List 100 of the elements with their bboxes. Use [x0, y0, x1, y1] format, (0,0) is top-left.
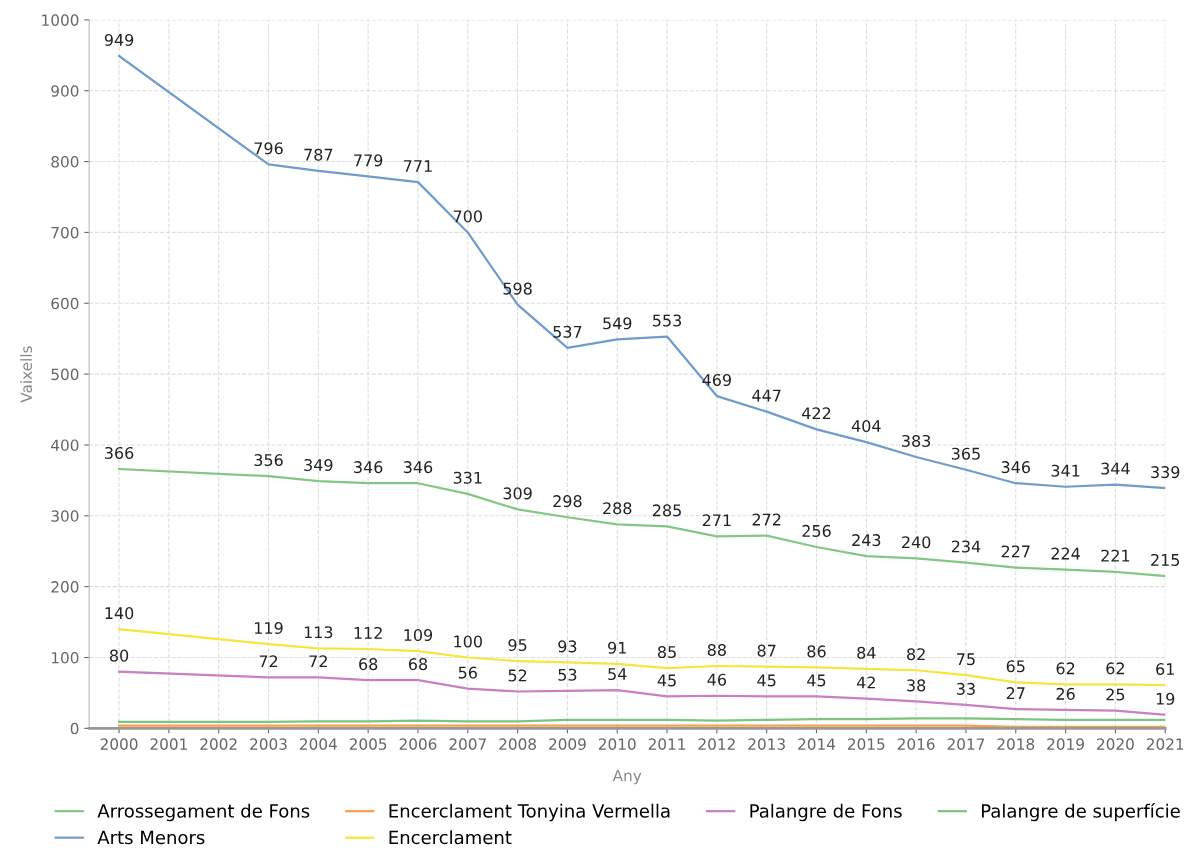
data-label: 365 — [951, 447, 980, 460]
data-label: 344 — [1101, 462, 1130, 475]
x-tick-label: 2004 — [300, 738, 337, 750]
x-tick-label: 2013 — [748, 738, 785, 750]
x-tick-label: 2020 — [1097, 738, 1134, 750]
y-tick-label: 1000 — [42, 14, 79, 26]
data-label: 271 — [702, 514, 731, 527]
data-label: 33 — [957, 682, 975, 695]
data-label: 140 — [105, 607, 134, 620]
data-label: 346 — [1001, 461, 1031, 474]
y-tick-label: 400 — [51, 439, 79, 451]
data-label: 25 — [1106, 688, 1125, 701]
x-tick-label: 2016 — [897, 738, 935, 750]
y-tick-label: 700 — [51, 226, 79, 239]
data-label: 243 — [852, 534, 881, 547]
data-label: 100 — [454, 635, 482, 648]
data-label: 45 — [757, 674, 776, 687]
data-label: 56 — [458, 666, 477, 679]
y-tick-label: 500 — [51, 368, 79, 381]
data-label: 93 — [558, 640, 577, 653]
data-label: 62 — [1056, 662, 1075, 675]
data-label: 331 — [453, 471, 482, 484]
data-label: 234 — [951, 540, 981, 553]
y-tick-label: 900 — [51, 85, 79, 97]
data-label: 61 — [1156, 663, 1174, 676]
y-tick-label: 100 — [51, 651, 79, 664]
data-label: 356 — [254, 454, 283, 467]
data-label: 84 — [857, 646, 876, 659]
data-label: 949 — [104, 33, 134, 46]
data-label: 469 — [702, 373, 731, 387]
y-tick-label: 200 — [51, 581, 79, 593]
data-label: 771 — [404, 160, 432, 172]
data-label: 796 — [254, 142, 283, 155]
x-tick-label: 2007 — [449, 738, 486, 750]
x-tick-label: 2000 — [100, 738, 138, 750]
x-tick-label: 2001 — [150, 738, 187, 750]
data-label: 366 — [105, 446, 134, 460]
data-label: 88 — [707, 643, 726, 656]
x-tick-label: 2021 — [1146, 738, 1184, 750]
data-label: 52 — [508, 669, 527, 682]
data-label: 53 — [558, 668, 577, 681]
x-tick-label: 2012 — [698, 738, 735, 750]
data-label: 75 — [957, 653, 975, 666]
y-axis-title: Vaixells — [20, 346, 33, 403]
data-label: 38 — [907, 679, 926, 692]
data-label: 272 — [752, 513, 781, 526]
x-tick-label: 2014 — [798, 738, 836, 750]
data-label: 42 — [856, 676, 875, 689]
data-label: 68 — [359, 658, 378, 671]
y-tick-label: 800 — [51, 156, 79, 168]
data-label: 383 — [902, 434, 931, 447]
y-tick-label: 0 — [70, 722, 79, 735]
data-label: 224 — [1051, 547, 1080, 560]
data-label: 65 — [1006, 660, 1025, 673]
data-label: 19 — [1156, 692, 1175, 705]
data-label: 339 — [1151, 466, 1180, 479]
legend-label: Encerclament Tonyina Vermella — [389, 803, 670, 822]
data-label: 404 — [851, 420, 881, 433]
data-label: 27 — [1006, 687, 1025, 699]
data-label: 91 — [608, 641, 626, 654]
data-label: 109 — [404, 629, 433, 642]
data-label: 80 — [109, 649, 129, 662]
y-tick-label: 600 — [51, 297, 79, 310]
x-tick-label: 2011 — [648, 738, 686, 750]
data-label: 45 — [807, 674, 826, 687]
data-label: 553 — [653, 314, 682, 327]
data-label: 447 — [752, 389, 781, 402]
data-label: 227 — [1001, 545, 1030, 558]
data-label: 95 — [508, 638, 527, 652]
x-tick-label: 2019 — [1047, 738, 1084, 750]
data-label: 341 — [1051, 464, 1080, 477]
data-label: 549 — [603, 317, 632, 330]
y-tick-label: 300 — [51, 510, 79, 522]
data-label: 112 — [354, 626, 382, 639]
data-label: 298 — [553, 495, 582, 508]
x-tick-label: 2017 — [947, 738, 985, 750]
legend-label: Encerclament — [389, 830, 512, 845]
legend-label: Arts Menors — [97, 830, 205, 845]
data-label: 221 — [1101, 549, 1130, 562]
x-tick-label: 2006 — [399, 738, 437, 750]
data-label: 46 — [707, 673, 727, 686]
x-tick-label: 2002 — [200, 738, 237, 750]
x-tick-label: 2008 — [499, 738, 536, 750]
data-label: 422 — [802, 407, 831, 420]
x-tick-label: 2018 — [997, 738, 1035, 750]
x-tick-label: 2010 — [598, 738, 636, 750]
data-label: 54 — [608, 668, 627, 681]
data-label: 72 — [259, 655, 278, 668]
data-label: 256 — [802, 524, 831, 537]
data-label: 240 — [902, 536, 931, 549]
x-tick-label: 2003 — [250, 738, 287, 750]
data-label: 346 — [354, 461, 383, 474]
legend-label: Palangre de superfície — [982, 803, 1180, 822]
data-label: 68 — [408, 658, 428, 671]
data-label: 26 — [1056, 687, 1075, 700]
legend-label: Palangre de Fons — [750, 803, 902, 822]
data-label: 779 — [354, 154, 383, 167]
legend-label: Arrossegament de Fons — [97, 803, 310, 822]
data-label: 285 — [652, 504, 681, 517]
x-tick-label: 2015 — [848, 738, 885, 750]
